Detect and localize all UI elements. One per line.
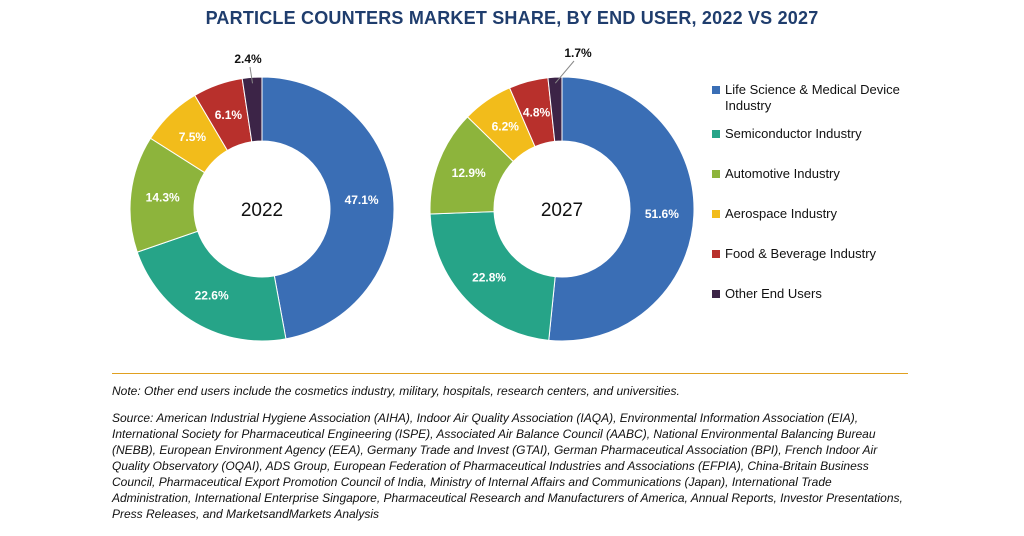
chart-title: PARTICLE COUNTERS MARKET SHARE, BY END U… (205, 8, 819, 28)
legend-label: Semiconductor Industry (725, 126, 862, 141)
donut-charts: 47.1% 22.6% 14.3% 7.5% 6.1% 2.4% 2022 51.6% 22.8… (129, 46, 695, 342)
legend-item: Semiconductor Industry (712, 126, 912, 142)
note-text: Note: Other end users include the cosmet… (112, 384, 680, 398)
donut-slice (429, 211, 556, 341)
legend-swatch (712, 86, 720, 94)
data-label: 51.6% (645, 207, 679, 221)
donut-chart-2022: 47.1% 22.6% 14.3% 7.5% 6.1% 2.4% 2022 (129, 52, 395, 342)
donut-chart-2027: 51.6% 22.8% 12.9% 6.2%4.8% 1.7% 2027 (429, 46, 695, 342)
legend-label: Aerospace Industry (725, 206, 838, 221)
data-label: 6.1% (215, 108, 243, 122)
data-label: 6.2% (492, 120, 520, 134)
legend-swatch (712, 130, 720, 138)
divider (112, 373, 908, 374)
data-label: 1.7% (564, 46, 592, 60)
data-label: 14.3% (146, 190, 180, 204)
legend-swatch (712, 290, 720, 298)
data-label: 4.8% (523, 105, 551, 119)
source-text: Source: American Industrial Hygiene Asso… (112, 411, 903, 521)
legend-label: Automotive Industry (725, 166, 840, 181)
donut-slice (548, 76, 695, 342)
center-label: 2027 (541, 200, 583, 221)
donut-slice (136, 230, 287, 342)
data-label: 7.5% (179, 130, 207, 144)
data-label: 22.6% (195, 288, 229, 302)
legend-swatch (712, 170, 720, 178)
data-label: 2.4% (234, 52, 262, 66)
legend-label: Food & Beverage Industry (725, 246, 877, 261)
donut-slice (241, 76, 263, 143)
legend-item: Other End Users (712, 286, 912, 302)
legend-item: Aerospace Industry (712, 206, 912, 222)
data-label: 47.1% (345, 193, 379, 207)
leader-line (554, 60, 575, 84)
leader-line (249, 66, 254, 84)
center-label: 2022 (241, 200, 283, 221)
legend-label: Life Science & Medical Device Industry (725, 82, 900, 113)
legend-label: Other End Users (725, 286, 822, 301)
legend-swatch (712, 210, 720, 218)
data-label: 12.9% (452, 166, 486, 180)
data-label: 22.8% (472, 270, 506, 284)
legend-item: Life Science & Medical Device Industry (712, 82, 912, 114)
legend: Life Science & Medical Device Industry Se… (712, 82, 912, 302)
legend-item: Food & Beverage Industry (712, 246, 912, 262)
legend-item: Automotive Industry (712, 166, 912, 182)
donut-slice (547, 76, 563, 142)
legend-swatch (712, 250, 720, 258)
donut-slice (261, 76, 395, 340)
